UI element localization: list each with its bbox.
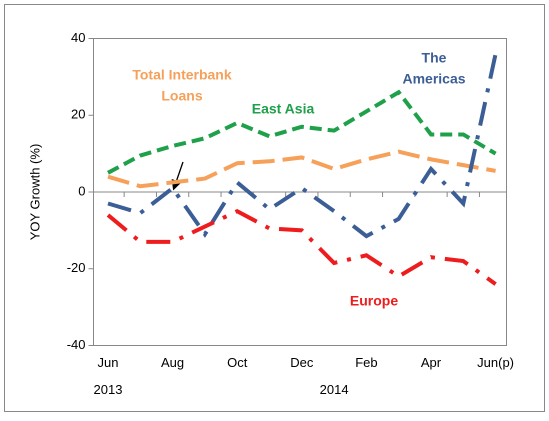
annotation: Loans bbox=[161, 88, 202, 104]
series-line bbox=[107, 149, 496, 189]
x-tick-label: Apr bbox=[421, 355, 442, 370]
year-label: 2014 bbox=[320, 382, 349, 397]
y-tick-label: 20 bbox=[71, 107, 85, 122]
series-line bbox=[107, 89, 497, 175]
series-line bbox=[106, 208, 497, 286]
y-tick-label: -40 bbox=[67, 337, 86, 352]
series-line bbox=[107, 53, 498, 239]
x-tick-label: Oct bbox=[227, 355, 248, 370]
annotation: Europe bbox=[350, 293, 398, 309]
annotation: Total Interbank bbox=[132, 67, 232, 83]
year-label: 2013 bbox=[94, 382, 123, 397]
annotation-arrow bbox=[171, 161, 184, 191]
x-tick-label: Jun(p) bbox=[477, 355, 514, 370]
y-tick-label: 0 bbox=[78, 183, 85, 198]
x-tick-label: Jun bbox=[98, 355, 119, 370]
chart-border bbox=[4, 4, 545, 412]
x-tick-label: Dec bbox=[290, 355, 314, 370]
annotation: Americas bbox=[402, 71, 465, 87]
y-tick-label: 40 bbox=[71, 30, 85, 45]
y-tick-label: -20 bbox=[67, 260, 86, 275]
x-tick-label: Feb bbox=[355, 355, 377, 370]
annotation: East Asia bbox=[252, 101, 315, 117]
annotation: The bbox=[422, 50, 447, 66]
y-axis-label: YOY Growth (%) bbox=[27, 144, 42, 241]
x-tick-label: Aug bbox=[161, 355, 184, 370]
